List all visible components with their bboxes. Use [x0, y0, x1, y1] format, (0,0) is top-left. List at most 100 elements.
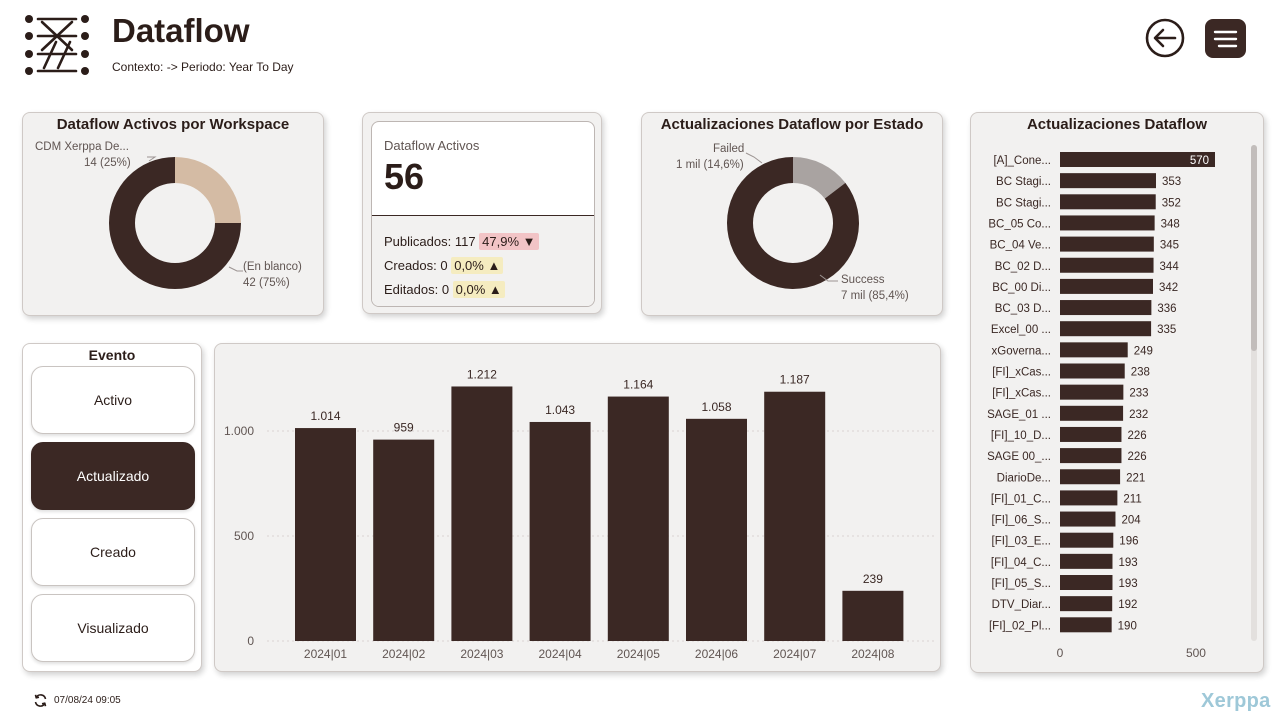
hbar-bar[interactable] [1060, 342, 1128, 358]
donut-slice-cdm-xerppa[interactable] [175, 157, 241, 223]
vbar-bar[interactable] [764, 391, 826, 641]
hbar-category-label: [FI]_06_S... [992, 515, 1051, 527]
hbar-bar[interactable] [1060, 215, 1155, 231]
donut-slice-success[interactable] [727, 157, 859, 289]
hbar-bar[interactable] [1060, 405, 1124, 421]
hbar-bar[interactable] [1060, 363, 1125, 379]
donut-label-failed-value: 1 mil (14,6%) [676, 159, 744, 171]
vbar-category-label: 2024|03 [460, 647, 503, 661]
leader-line-failed [745, 152, 763, 164]
hamburger-menu-icon[interactable] [1205, 19, 1246, 58]
hbar-value-label: 344 [1160, 261, 1180, 273]
page-title: Dataflow [112, 12, 250, 49]
hbar-bar[interactable] [1060, 194, 1156, 210]
hbar-bar[interactable] [1060, 300, 1152, 316]
vbar-value-label: 1.058 [701, 400, 731, 414]
hbar-card: Actualizaciones Dataflow [A]_Cone... 570 B… [970, 112, 1264, 673]
hbar-category-label: BC Stagi... [996, 197, 1051, 209]
hbar-xtick-label: 0 [1057, 646, 1064, 660]
donut-label-blank-name: (En blanco) [243, 261, 302, 273]
hbar-category-label: [FI]_05_S... [992, 578, 1051, 590]
kpi-editados-row: Editados: 0 0,0% ▲ [384, 281, 505, 298]
hbar-bar[interactable] [1060, 384, 1124, 400]
evento-button-visualizado[interactable]: Visualizado [31, 594, 195, 662]
back-arrow-icon[interactable] [1144, 17, 1186, 59]
leader-line-b [228, 266, 243, 272]
vbar-bar[interactable] [686, 418, 747, 641]
hbar-category-label: BC_00 Di... [992, 282, 1051, 294]
vbar-ytick-label: 500 [234, 529, 254, 543]
hbar-category-label: [FI]_02_Pl... [989, 620, 1051, 632]
estado-donut-title: Actualizaciones Dataflow por Estado [660, 116, 924, 133]
vbar-bar[interactable] [373, 439, 435, 641]
vbar-bar[interactable] [451, 386, 513, 641]
donut-label-cdm-name: CDM Xerppa De... [35, 141, 129, 153]
hbar-bar[interactable] [1060, 596, 1113, 612]
hbar-category-label: xGoverna... [992, 345, 1051, 357]
hbar-category-label: BC_04 Ve... [990, 240, 1051, 252]
hbar-bar[interactable] [1060, 257, 1154, 273]
kpi-creados-row: Creados: 0 0,0% ▲ [384, 257, 504, 274]
hbar-bar[interactable] [1060, 553, 1113, 569]
workspace-donut-card: Dataflow Activos por Workspace CDM Xerpp… [22, 112, 324, 316]
hbar-bar[interactable] [1060, 448, 1122, 464]
vbar-category-label: 2024|05 [617, 647, 660, 661]
kpi-creados-text: Creados: 0 [384, 258, 448, 273]
hbar-scrollbar-thumb[interactable] [1251, 145, 1257, 351]
hbar-category-label: [FI]_03_E... [992, 536, 1051, 548]
vbar-value-label: 1.014 [310, 409, 340, 423]
hbar-value-label: 335 [1157, 324, 1176, 336]
hbar-bar[interactable] [1060, 152, 1215, 167]
evento-button-creado[interactable]: Creado [31, 518, 195, 586]
vbar-category-label: 2024|07 [773, 647, 816, 661]
hbar-bar[interactable] [1060, 511, 1116, 527]
hbar-category-label: DTV_Diar... [992, 599, 1051, 611]
kpi-publicados-text: Publicados: 117 [384, 234, 476, 249]
vbar-bar[interactable] [295, 428, 356, 641]
leader-line-a [147, 156, 157, 162]
estado-donut-card: Actualizaciones Dataflow por Estado Fail… [641, 112, 943, 316]
vbar-value-label: 1.043 [545, 403, 575, 417]
vbar-category-label: 2024|02 [382, 647, 425, 661]
hbar-bar[interactable] [1060, 236, 1154, 252]
hbar-title: Actualizaciones Dataflow [1026, 116, 1208, 133]
evento-button-activo[interactable]: Activo [31, 366, 195, 434]
hbar-value-label: 211 [1123, 493, 1141, 505]
evento-button-actualizado[interactable]: Actualizado [31, 442, 195, 510]
donut-slice-failed[interactable] [793, 157, 846, 199]
hbar-category-label: [FI]_xCas... [992, 388, 1051, 400]
context-subtitle: Contexto: -> Periodo: Year To Day [112, 60, 294, 74]
refresh-icon[interactable] [33, 693, 48, 708]
hbar-value-label: 192 [1118, 599, 1137, 611]
hbar-bar[interactable] [1060, 426, 1122, 442]
hbar-bar[interactable] [1060, 173, 1156, 189]
hbar-category-label: BC Stagi... [996, 176, 1051, 188]
hbar-value-label: 336 [1157, 303, 1176, 315]
hbar-scrollbar-track[interactable] [1251, 145, 1257, 641]
vbar-value-label: 239 [863, 572, 883, 586]
evento-slicer-card: Evento Activo Actualizado Creado Visuali… [22, 343, 202, 672]
vbar-bar[interactable] [529, 421, 591, 641]
hbar-bar[interactable] [1060, 469, 1121, 485]
hbar-bar[interactable] [1060, 490, 1118, 506]
hbar-value-label: 232 [1129, 409, 1148, 421]
vbar-bar[interactable] [842, 590, 904, 641]
vbar-value-label: 1.212 [467, 367, 497, 381]
hbar-bar[interactable] [1060, 321, 1152, 337]
hbar-value-label: 342 [1159, 282, 1178, 294]
kpi-divider [372, 215, 594, 216]
kpi-editados-chip: 0,0% ▲ [452, 281, 505, 298]
donut-slice-en-blanco[interactable] [109, 157, 241, 289]
hbar-chart: [A]_Cone... 570 BC Stagi... 353 BC Stagi... 3… [987, 152, 1215, 660]
hbar-bar[interactable] [1060, 278, 1153, 294]
hbar-bar[interactable] [1060, 617, 1112, 633]
kpi-publicados-row: Publicados: 117 47,9% ▼ [384, 233, 539, 250]
workspace-donut-title: Dataflow Activos por Workspace [56, 116, 290, 133]
donut-label-success-name: Success [841, 274, 885, 286]
kpi-editados-text: Editados: 0 [384, 282, 450, 297]
hbar-bar[interactable] [1060, 575, 1113, 590]
donut-label-blank-value: 42 (75%) [243, 277, 290, 289]
donut-label-failed-name: Failed [713, 143, 745, 155]
hbar-bar[interactable] [1060, 532, 1114, 548]
vbar-bar[interactable] [607, 396, 669, 641]
